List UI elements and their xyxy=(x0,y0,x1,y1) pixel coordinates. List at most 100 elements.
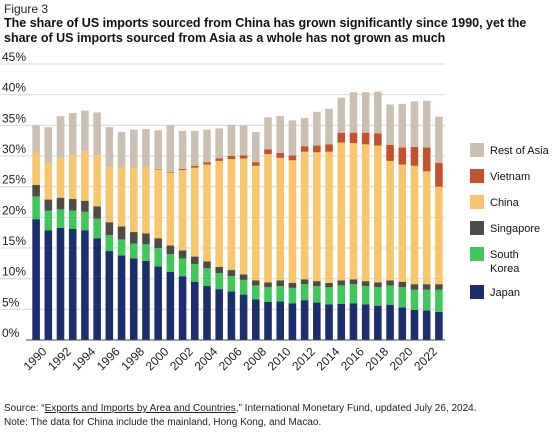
bar-segment-singapore xyxy=(44,199,53,211)
source-link[interactable]: Exports and Imports by Area and Countrie… xyxy=(44,403,236,414)
bar-segment-singapore xyxy=(435,284,443,290)
y-tick-label: 20% xyxy=(2,203,26,217)
bar-segment-china xyxy=(361,144,370,282)
bar-segment-singapore xyxy=(349,279,358,285)
bar-segment-singapore xyxy=(117,226,126,240)
bar-segment-china xyxy=(349,143,358,280)
bar-segment-singapore xyxy=(288,282,297,288)
bar-segment-china xyxy=(203,164,211,262)
y-tick-label: 40% xyxy=(2,81,26,95)
bar-segment-japan xyxy=(154,266,162,340)
bar-segment-china xyxy=(32,152,40,185)
bar-segment-china xyxy=(276,157,285,281)
bar-segment-china xyxy=(300,151,309,280)
bar-segment-singapore xyxy=(166,245,175,255)
y-tick-label: 45% xyxy=(2,50,26,64)
bar-segment-china xyxy=(81,151,89,201)
bar-segment-south-korea xyxy=(361,286,370,305)
chart-title: The share of US imports sourced from Chi… xyxy=(4,16,527,45)
bar-segment-rest-of-asia xyxy=(191,130,199,166)
bar-segment-japan xyxy=(325,304,333,340)
bar-segment-vietnam xyxy=(325,144,333,152)
bar-segment-japan xyxy=(300,300,309,340)
bar-segment-china xyxy=(117,167,126,227)
bar-segment-rest-of-asia xyxy=(300,117,309,147)
bar-segment-south-korea xyxy=(386,285,394,306)
bar-segment-singapore xyxy=(410,284,419,290)
bar-segment-japan xyxy=(252,299,260,340)
bar-segment-rest-of-asia xyxy=(398,103,407,148)
bar-segment-china xyxy=(227,159,236,271)
bar-segment-japan xyxy=(288,303,297,340)
x-tick-label: 2012 xyxy=(289,344,318,373)
legend-swatch-rest-of-asia xyxy=(470,143,484,157)
bar-segment-rest-of-asia xyxy=(93,112,101,156)
bar-segment-vietnam xyxy=(203,162,211,165)
bar-segment-vietnam xyxy=(252,162,260,166)
bar-segment-japan xyxy=(32,219,40,340)
bar-segment-japan xyxy=(93,238,101,340)
bar-segment-rest-of-asia xyxy=(386,104,394,145)
bar-segment-singapore xyxy=(178,250,187,259)
bar-segment-singapore xyxy=(313,281,321,287)
bar-segment-south-korea xyxy=(178,258,187,277)
bar-segment-vietnam xyxy=(361,132,370,145)
bar-segment-japan xyxy=(337,303,346,340)
bar-segment-singapore xyxy=(142,233,150,245)
bar-segment-rest-of-asia xyxy=(252,132,260,163)
bar-segment-rest-of-asia xyxy=(178,130,187,169)
bar-segment-china xyxy=(68,154,77,199)
legend-label-vietnam: Vietnam xyxy=(490,171,530,183)
bar-segment-japan xyxy=(68,228,77,340)
x-tick-label: 2018 xyxy=(362,344,391,373)
x-tick-label: 2008 xyxy=(240,344,269,373)
bar-segment-japan xyxy=(117,255,126,340)
bar-segment-south-korea xyxy=(227,276,236,292)
bar-segment-singapore xyxy=(56,197,65,210)
legend-swatch-singapore xyxy=(470,221,484,235)
bar-segment-south-korea xyxy=(68,210,77,229)
bar-segment-south-korea xyxy=(300,284,309,301)
bar-segment-singapore xyxy=(105,222,114,236)
bar-segment-rest-of-asia xyxy=(154,130,162,169)
bar-segment-vietnam xyxy=(154,168,162,170)
bar-segment-singapore xyxy=(239,274,248,280)
bar-segment-china xyxy=(264,154,272,283)
bar-segment-china xyxy=(215,160,223,268)
bar-segment-china xyxy=(435,186,443,285)
x-tick-label: 1990 xyxy=(21,344,50,373)
bar-segment-vietnam xyxy=(313,145,321,153)
bar-segment-rest-of-asia xyxy=(215,128,223,159)
x-axis: 1990199219941996199820002002200420062008… xyxy=(21,344,441,373)
legend-label-china: China xyxy=(490,197,520,209)
bar-segment-rest-of-asia xyxy=(288,120,297,156)
bar-segment-south-korea xyxy=(288,287,297,304)
bar-segment-rest-of-asia xyxy=(422,100,431,148)
bar-segment-vietnam xyxy=(178,168,187,171)
x-tick-label: 2000 xyxy=(143,344,172,373)
bar-segment-china xyxy=(410,165,419,285)
legend-label-rest-of-asia: Rest of Asia xyxy=(490,145,550,157)
bar-segment-japan xyxy=(129,258,138,340)
bar-segment-vietnam xyxy=(374,133,382,146)
legend: Rest of Asia Vietnam China Singapore South Ko… xyxy=(470,143,550,299)
bar-segment-singapore xyxy=(374,282,382,288)
bar-segment-japan xyxy=(166,271,175,340)
legend-label-south-korea: Korea xyxy=(490,263,520,275)
bar-segment-singapore xyxy=(386,280,394,286)
bar-segment-vietnam xyxy=(215,158,223,161)
bars xyxy=(32,91,443,340)
bar-segment-japan xyxy=(374,305,382,340)
x-tick-label: 1996 xyxy=(94,344,123,373)
bar-segment-vietnam xyxy=(276,152,285,158)
bar-segment-singapore xyxy=(227,270,236,277)
bar-segment-vietnam xyxy=(191,165,199,168)
bar-segment-south-korea xyxy=(337,285,346,304)
bar-segment-china xyxy=(56,157,65,198)
bar-segment-vietnam xyxy=(386,144,394,161)
bar-segment-vietnam xyxy=(337,132,346,143)
bar-segment-japan xyxy=(227,291,236,340)
bar-segment-singapore xyxy=(81,200,89,212)
source-suffix: ,” International Monetary Fund, updated … xyxy=(235,403,477,414)
bar-segment-vietnam xyxy=(349,132,358,144)
